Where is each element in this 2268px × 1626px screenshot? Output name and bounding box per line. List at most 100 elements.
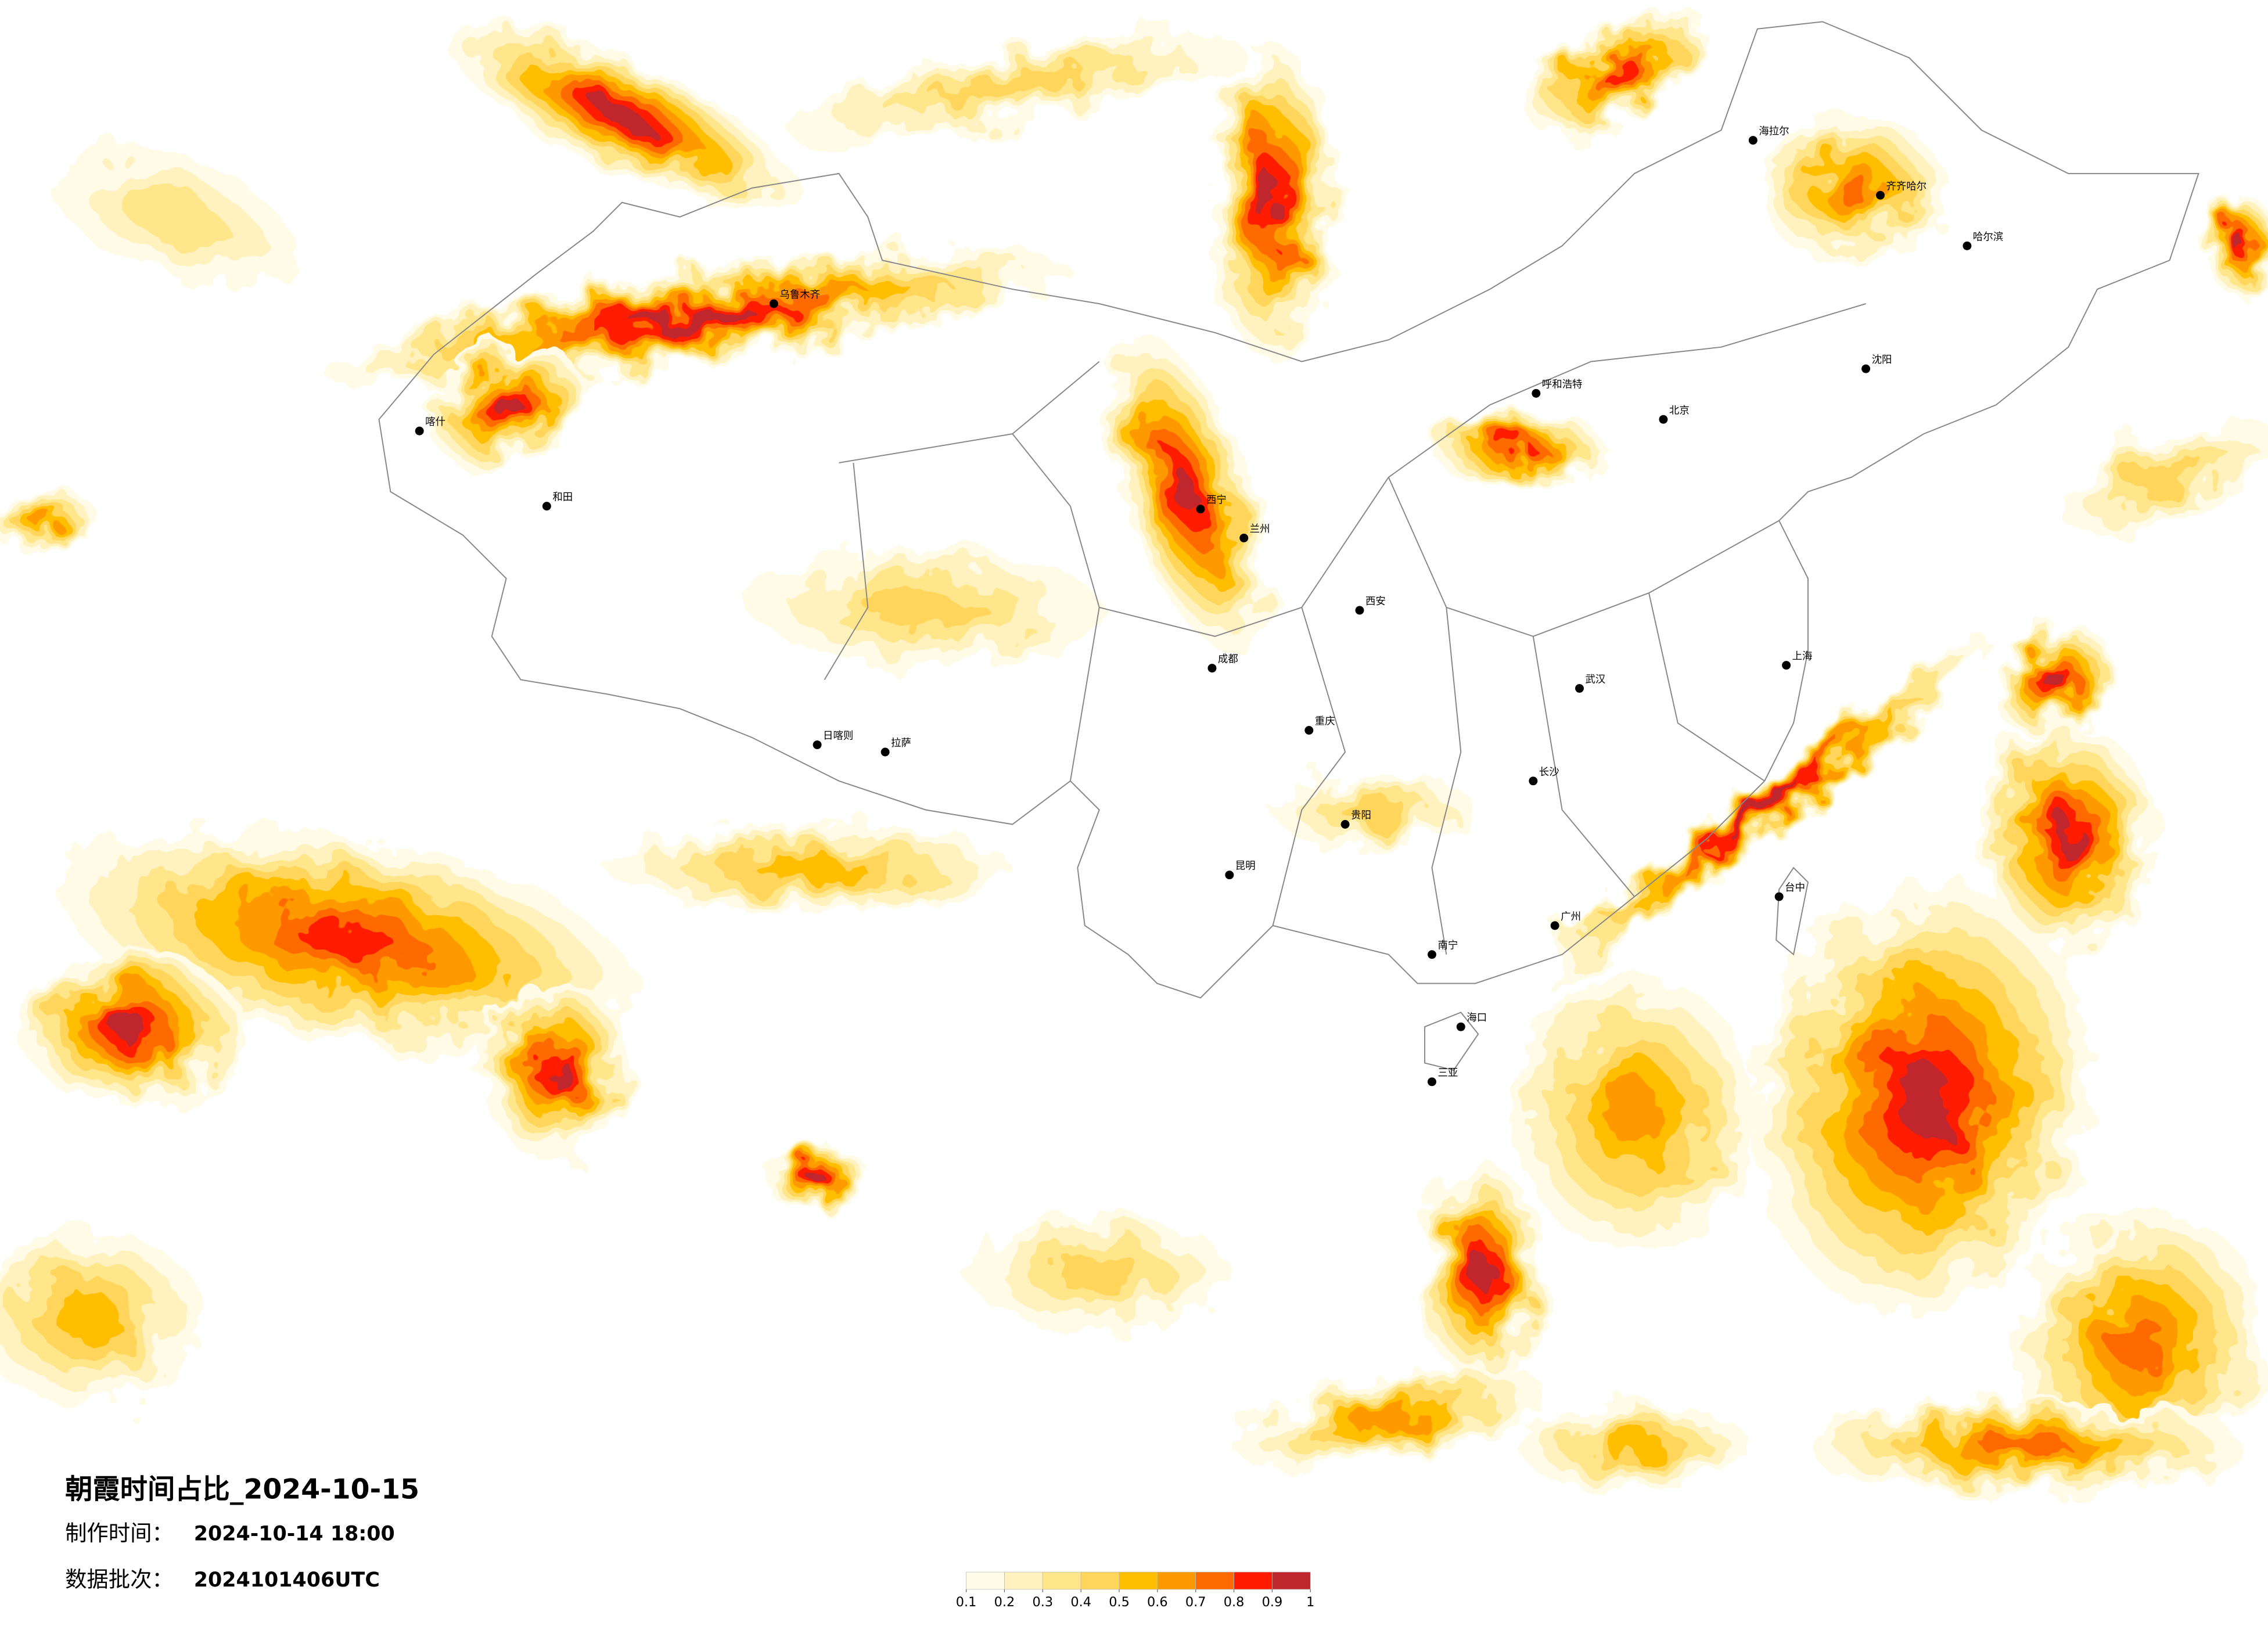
- heat-area: [1606, 1082, 1663, 1146]
- city-label: 喀什: [425, 416, 445, 428]
- city-dot: [769, 299, 778, 308]
- legend-swatch: [1080, 1571, 1120, 1590]
- legend-swatch: [1157, 1571, 1196, 1590]
- city-label: 三亚: [1437, 1067, 1458, 1079]
- city-dot: [1774, 892, 1784, 901]
- city-label: 台中: [1785, 882, 1805, 894]
- city-label: 西宁: [1206, 495, 1227, 506]
- legend-tick-label: 1: [1306, 1595, 1314, 1610]
- city-dot: [542, 502, 551, 511]
- heat-layer: [0, 8, 2268, 1493]
- info-label: 制作时间：: [65, 1520, 174, 1546]
- legend-swatch: [1234, 1571, 1273, 1590]
- legend-tick-label: 0.3: [1032, 1595, 1053, 1610]
- heat-area: [1832, 173, 1871, 203]
- city-dot: [1207, 664, 1217, 673]
- legend-swatch: [1272, 1571, 1311, 1590]
- legend-tick-label: 0.9: [1262, 1595, 1283, 1610]
- legend-swatch: [1004, 1571, 1043, 1590]
- heat-area: [296, 920, 398, 960]
- city-label: 广州: [1561, 911, 1581, 923]
- country-outline: [378, 21, 2199, 999]
- city-dot: [1456, 1022, 1465, 1031]
- city-label: 拉萨: [891, 738, 911, 749]
- city-label: 上海: [1792, 651, 1813, 663]
- city-dot: [1529, 776, 1538, 786]
- city-label: 贵阳: [1351, 810, 1371, 822]
- heat-area: [55, 1292, 118, 1340]
- heat-area: [2115, 1318, 2166, 1372]
- heat-area: [809, 1172, 825, 1185]
- city-label: 成都: [1218, 654, 1238, 665]
- legend-tick-label: 0.6: [1147, 1595, 1168, 1610]
- city-dot: [1340, 820, 1350, 829]
- city-dot: [1428, 1077, 1436, 1087]
- city-label: 长沙: [1539, 767, 1559, 778]
- city-dot: [1239, 533, 1249, 542]
- city-dot: [1963, 241, 1972, 250]
- city-label: 乌鲁木齐: [779, 289, 820, 301]
- legend-swatch: [1195, 1571, 1234, 1590]
- city-label: 重庆: [1315, 716, 1335, 728]
- city-dot: [813, 740, 822, 750]
- info-value: 2024101406UTC: [194, 1569, 380, 1592]
- city-dot: [1782, 661, 1791, 670]
- city-dot: [1196, 505, 1205, 514]
- hainan-outline: [1424, 1012, 1479, 1071]
- heat-area: [2133, 458, 2206, 497]
- heat-area: [1897, 1065, 1950, 1134]
- city-label: 和田: [552, 492, 573, 503]
- city-dot: [880, 747, 890, 757]
- city-label: 呼和浩特: [1542, 379, 1583, 390]
- taiwan-outline: [1775, 866, 1809, 956]
- province-lines: [824, 303, 1866, 955]
- heat-area: [494, 394, 519, 416]
- city-label: 哈尔滨: [1973, 231, 2003, 243]
- legend-tick-label: 0.5: [1109, 1595, 1130, 1610]
- city-label: 海拉尔: [1759, 126, 1789, 138]
- heat-area: [635, 307, 753, 329]
- heat-area: [1055, 1253, 1143, 1292]
- legend-swatch: [1119, 1571, 1158, 1590]
- heat-area: [1981, 1437, 2069, 1456]
- heat-area: [2236, 238, 2248, 254]
- heat-area: [30, 514, 57, 528]
- heat-area: [754, 855, 865, 880]
- legend-tick-label: 0.2: [994, 1595, 1015, 1610]
- heat-area: [2044, 671, 2064, 688]
- map-title: 朝霞时间占比_2024-10-15: [65, 1474, 419, 1506]
- city-dot: [1748, 136, 1757, 145]
- legend-tick-label: 0.1: [956, 1595, 977, 1610]
- city-dot: [1428, 950, 1436, 959]
- boundaries: [378, 21, 2199, 1071]
- city-dot: [1575, 684, 1584, 693]
- city-dot: [415, 426, 424, 436]
- city-dot: [1304, 726, 1314, 735]
- city-label: 北京: [1669, 405, 1690, 416]
- legend-swatch: [966, 1571, 1005, 1590]
- city-dot: [1355, 606, 1364, 615]
- heat-area: [1602, 1434, 1666, 1458]
- heat-area: [120, 186, 227, 247]
- heat-area: [1728, 782, 1800, 837]
- heat-area: [1604, 60, 1636, 84]
- legend-tick-label: 0.4: [1070, 1595, 1091, 1610]
- heat-area: [1263, 177, 1283, 228]
- legend-tick-label: 0.8: [1224, 1595, 1245, 1610]
- heat-area: [113, 1014, 148, 1039]
- city-label: 西安: [1365, 596, 1386, 607]
- city-label: 南宁: [1437, 940, 1458, 952]
- city-dot: [1876, 190, 1885, 200]
- legend: 0.1 0.2 0.3 0.4 0.5 0.6 0.7 0.8 0.9 1: [956, 1571, 1314, 1610]
- city-label: 日喀则: [823, 731, 853, 742]
- city-dot: [1861, 364, 1871, 373]
- city-label: 武汉: [1585, 674, 1605, 685]
- heat-area: [2054, 820, 2082, 857]
- info-value: 2024-10-14 18:00: [194, 1522, 395, 1545]
- city-dot: [1550, 921, 1559, 930]
- legend-tick-label: 0.7: [1185, 1595, 1206, 1610]
- heat-area: [1340, 797, 1408, 822]
